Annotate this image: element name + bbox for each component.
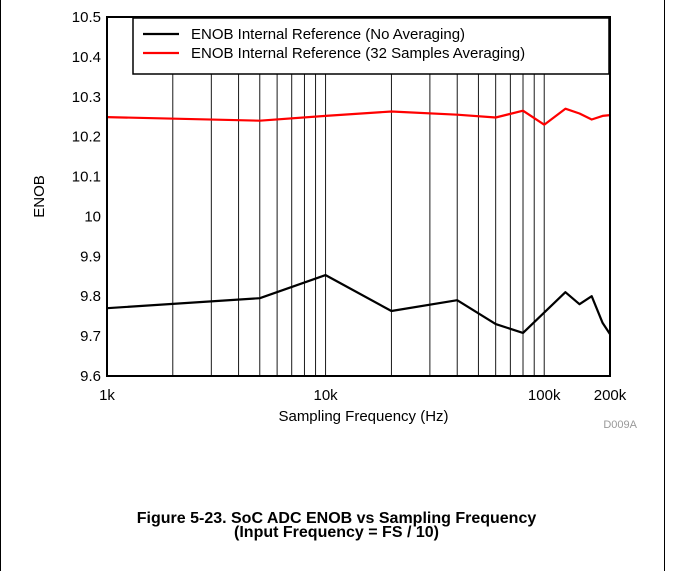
x-tick-label: 1k bbox=[99, 387, 115, 404]
x-axis-ticks: 1k 10k 100k 200k bbox=[99, 387, 627, 404]
figure-id-label: D009A bbox=[603, 419, 637, 431]
y-tick-label: 10.5 bbox=[72, 9, 101, 26]
y-tick-label: 9.7 bbox=[80, 328, 101, 345]
legend-label: ENOB Internal Reference (No Averaging) bbox=[191, 26, 465, 43]
page-frame-left-line bbox=[0, 0, 1, 571]
page-frame-right-line bbox=[664, 0, 665, 571]
legend-box bbox=[132, 17, 610, 75]
figure-caption-line-2: (Input Frequency = FS / 10) bbox=[234, 524, 439, 541]
grid-lines bbox=[172, 17, 545, 376]
y-tick-label: 10.1 bbox=[72, 169, 101, 186]
enob-chart: 9.6 9.7 9.8 9.9 10 10.1 10.2 10.3 10.4 10.5 1k 10k… bbox=[31, 9, 638, 431]
y-tick-label: 10 bbox=[84, 208, 101, 225]
y-tick-label: 9.6 bbox=[80, 368, 101, 385]
plot-area-border bbox=[106, 16, 611, 377]
y-tick-label: 10.2 bbox=[72, 129, 101, 146]
y-tick-label: 9.8 bbox=[80, 288, 101, 305]
x-tick-label: 100k bbox=[528, 387, 561, 404]
y-tick-label: 10.4 bbox=[72, 49, 101, 66]
legend: ENOB Internal Reference (No Averaging) EN… bbox=[132, 17, 610, 75]
series-line-1 bbox=[106, 274, 611, 335]
x-axis-title: Sampling Frequency (Hz) bbox=[278, 408, 448, 425]
series-lines bbox=[106, 107, 611, 335]
y-tick-label: 9.9 bbox=[80, 248, 101, 265]
figure-caption-line-1: Figure 5-23. SoC ADC ENOB vs Sampling Fr… bbox=[136, 510, 537, 527]
y-axis-title: ENOB bbox=[31, 175, 48, 218]
x-tick-label: 10k bbox=[314, 387, 339, 404]
legend-label: ENOB Internal Reference (32 Samples Aver… bbox=[191, 45, 525, 62]
figure-caption: Figure 5-23. SoC ADC ENOB vs Sampling Fr… bbox=[0, 510, 673, 541]
y-axis-ticks: 9.6 9.7 9.8 9.9 10 10.1 10.2 10.3 10.4 10.5 bbox=[72, 9, 101, 385]
series-line-2 bbox=[106, 107, 611, 126]
x-tick-label: 200k bbox=[594, 387, 627, 404]
y-tick-label: 10.3 bbox=[72, 89, 101, 106]
